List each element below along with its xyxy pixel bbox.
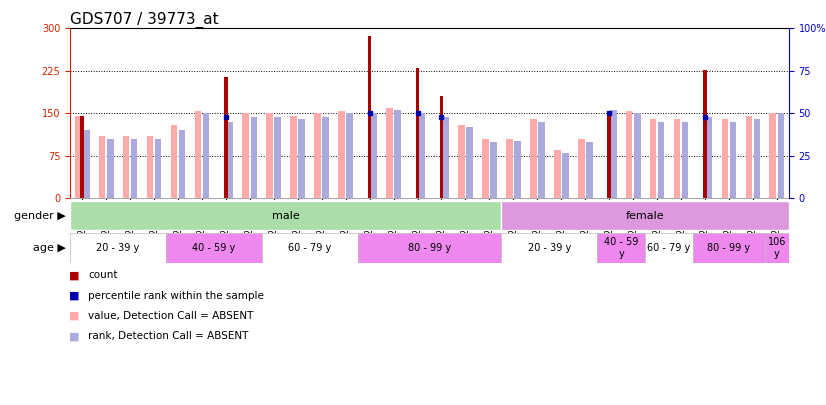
Bar <box>370 113 377 198</box>
Bar <box>753 119 760 198</box>
Bar <box>315 113 321 198</box>
Bar <box>80 116 84 198</box>
Bar <box>607 115 611 198</box>
Text: value, Detection Call = ABSENT: value, Detection Call = ABSENT <box>88 311 254 321</box>
Text: gender ▶: gender ▶ <box>14 211 66 221</box>
Text: 20 - 39 y: 20 - 39 y <box>97 243 140 253</box>
Text: 80 - 99 y: 80 - 99 y <box>408 243 451 253</box>
Bar <box>415 68 420 198</box>
Text: count: count <box>88 271 118 280</box>
Bar <box>578 139 585 198</box>
Bar <box>722 119 729 198</box>
Bar <box>765 233 789 263</box>
Text: ■: ■ <box>69 331 79 341</box>
Bar <box>610 110 616 198</box>
Bar <box>226 122 233 198</box>
Bar <box>501 233 597 263</box>
Bar <box>777 113 784 198</box>
Bar <box>262 233 358 263</box>
Bar <box>482 139 489 198</box>
Bar <box>322 117 329 198</box>
Bar <box>166 233 262 263</box>
Bar <box>178 130 185 198</box>
Bar <box>490 142 496 198</box>
Bar <box>538 122 544 198</box>
Text: 60 - 79 y: 60 - 79 y <box>288 243 331 253</box>
Bar <box>107 139 113 198</box>
Bar <box>368 36 372 198</box>
Bar <box>626 111 633 198</box>
Bar <box>154 139 161 198</box>
Bar <box>123 136 130 198</box>
Bar <box>729 122 736 198</box>
Bar <box>703 70 707 198</box>
Text: ■: ■ <box>69 291 79 301</box>
Bar <box>243 113 249 198</box>
Text: rank, Detection Call = ABSENT: rank, Detection Call = ABSENT <box>88 331 249 341</box>
Text: 40 - 59
y: 40 - 59 y <box>604 237 638 259</box>
Bar <box>746 116 752 198</box>
Text: percentile rank within the sample: percentile rank within the sample <box>88 291 264 301</box>
Bar <box>674 119 681 198</box>
Bar <box>70 233 166 263</box>
Text: female: female <box>626 211 664 221</box>
Bar <box>298 119 305 198</box>
Text: male: male <box>272 211 300 221</box>
Bar <box>650 119 657 198</box>
Bar <box>387 108 393 198</box>
Text: 106
y: 106 y <box>767 237 786 259</box>
Bar <box>681 122 688 198</box>
Text: ■: ■ <box>69 311 79 321</box>
Bar <box>195 111 202 198</box>
Bar <box>418 113 425 198</box>
Bar <box>586 142 592 198</box>
Bar <box>693 233 765 263</box>
Bar <box>530 119 537 198</box>
Bar <box>501 201 789 230</box>
Bar <box>131 139 137 198</box>
Text: 60 - 79 y: 60 - 79 y <box>648 243 691 253</box>
Bar <box>645 233 693 263</box>
Bar <box>506 139 513 198</box>
Bar <box>83 130 89 198</box>
Bar <box>339 111 345 198</box>
Bar <box>554 150 561 198</box>
Bar <box>70 201 501 230</box>
Text: 20 - 39 y: 20 - 39 y <box>528 243 571 253</box>
Bar <box>439 96 444 198</box>
Bar <box>147 136 154 198</box>
Bar <box>770 113 776 198</box>
Bar <box>597 233 645 263</box>
Bar <box>267 113 273 198</box>
Bar <box>346 113 353 198</box>
Bar <box>705 117 712 198</box>
Bar <box>202 113 209 198</box>
Bar <box>514 141 520 198</box>
Text: ■: ■ <box>69 271 79 280</box>
Bar <box>75 116 82 198</box>
Text: 80 - 99 y: 80 - 99 y <box>707 243 751 253</box>
Bar <box>394 110 401 198</box>
Bar <box>358 233 501 263</box>
Text: GDS707 / 39773_at: GDS707 / 39773_at <box>70 12 219 28</box>
Bar <box>634 113 640 198</box>
Bar <box>224 77 228 198</box>
Bar <box>99 136 106 198</box>
Bar <box>657 122 664 198</box>
Text: 40 - 59 y: 40 - 59 y <box>192 243 235 253</box>
Bar <box>458 125 465 198</box>
Bar <box>562 153 568 198</box>
Bar <box>274 117 281 198</box>
Bar <box>466 127 472 198</box>
Bar <box>171 125 178 198</box>
Bar <box>291 116 297 198</box>
Text: age ▶: age ▶ <box>33 243 66 253</box>
Bar <box>442 117 449 198</box>
Bar <box>250 117 257 198</box>
